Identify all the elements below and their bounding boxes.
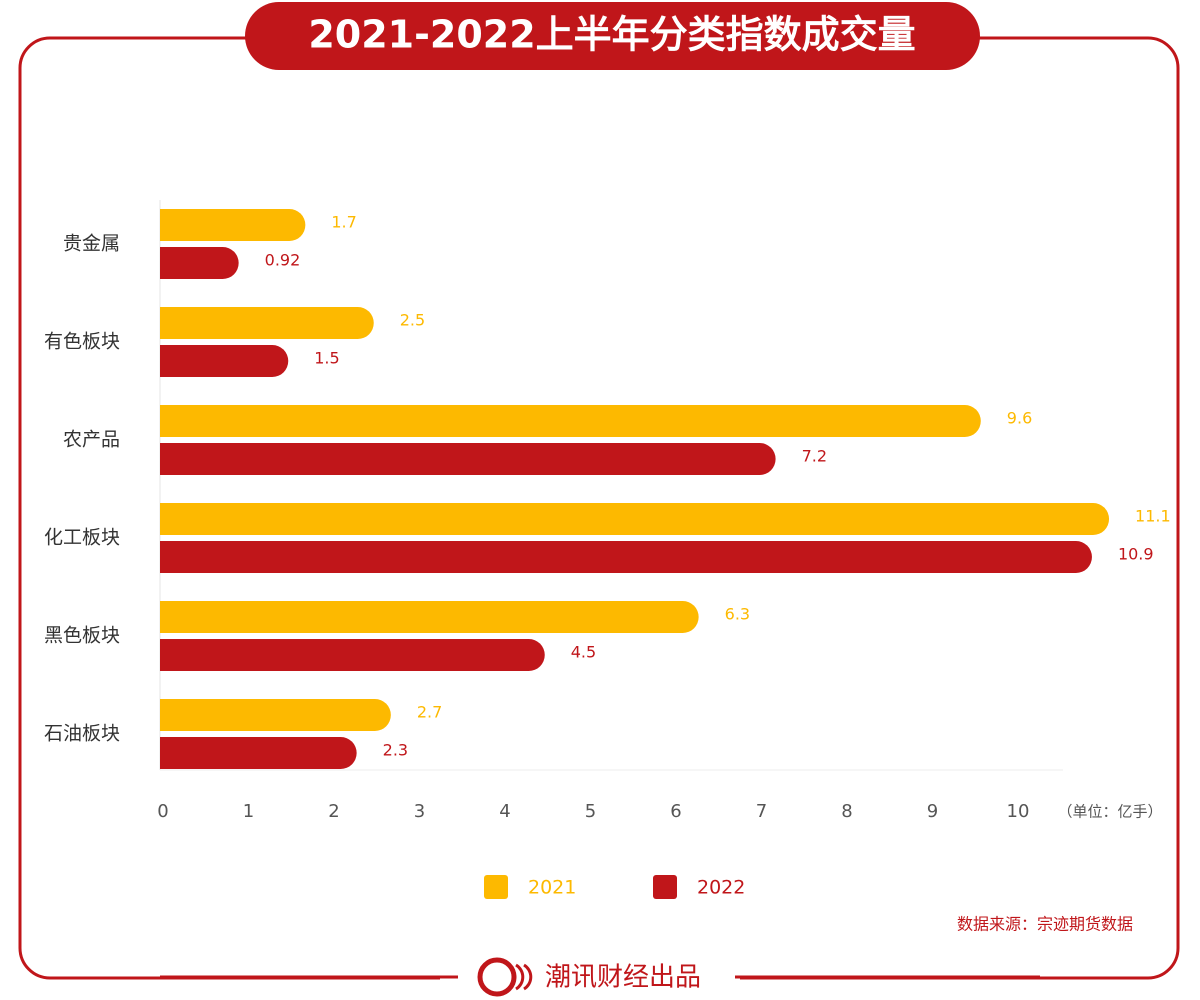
value-label: 6.3 <box>725 605 750 624</box>
bar <box>160 737 357 769</box>
bar <box>160 541 1092 573</box>
value-label: 9.6 <box>1007 409 1032 428</box>
x-tick-label: 3 <box>414 801 425 822</box>
value-label: 11.1 <box>1135 507 1171 526</box>
x-tick-label: 10 <box>1007 801 1030 822</box>
x-tick-label: 5 <box>585 801 596 822</box>
value-label: 1.7 <box>331 213 356 232</box>
bar <box>160 443 776 475</box>
bar <box>160 405 981 437</box>
bar <box>160 345 289 377</box>
value-label: 2.7 <box>417 703 442 722</box>
legend-label: 2022 <box>697 877 745 899</box>
x-tick-label: 2 <box>328 801 339 822</box>
value-label: 2.3 <box>383 741 408 760</box>
legend-label: 2021 <box>528 877 576 899</box>
title-banner <box>245 2 980 70</box>
bar <box>160 503 1110 535</box>
value-label: 1.5 <box>314 349 339 368</box>
x-tick-label: 9 <box>927 801 938 822</box>
x-tick-label: 1 <box>243 801 254 822</box>
y-tick-label: 有色板块 <box>44 331 120 353</box>
value-label: 2.5 <box>400 311 425 330</box>
y-tick-label: 黑色板块 <box>44 625 120 647</box>
y-tick-label: 农产品 <box>63 429 120 451</box>
bar <box>160 699 391 731</box>
legend-swatch <box>653 875 677 899</box>
footer-text: 潮讯财经出品 <box>545 963 701 993</box>
x-tick-label: 8 <box>841 801 852 822</box>
x-tick-label: 0 <box>157 801 168 822</box>
bar <box>160 307 374 339</box>
value-label: 4.5 <box>571 643 596 662</box>
x-tick-label: 6 <box>670 801 681 822</box>
bar <box>160 247 239 279</box>
bar <box>160 601 699 633</box>
y-tick-label: 贵金属 <box>63 233 120 255</box>
value-label: 7.2 <box>802 447 827 466</box>
unit-label: （单位：亿手） <box>1057 803 1162 821</box>
source-note: 数据来源：宗迹期货数据 <box>957 915 1133 934</box>
bar <box>160 209 306 241</box>
y-tick-label: 化工板块 <box>44 527 120 549</box>
value-label: 0.92 <box>265 251 301 270</box>
value-label: 10.9 <box>1118 545 1154 564</box>
x-tick-label: 4 <box>499 801 510 822</box>
footer-logo <box>477 957 533 997</box>
x-tick-label: 7 <box>756 801 767 822</box>
legend-swatch <box>484 875 508 899</box>
chart-title: 2021-2022上半年分类指数成交量 <box>308 13 915 57</box>
bar <box>160 639 545 671</box>
y-tick-label: 石油板块 <box>44 723 120 745</box>
